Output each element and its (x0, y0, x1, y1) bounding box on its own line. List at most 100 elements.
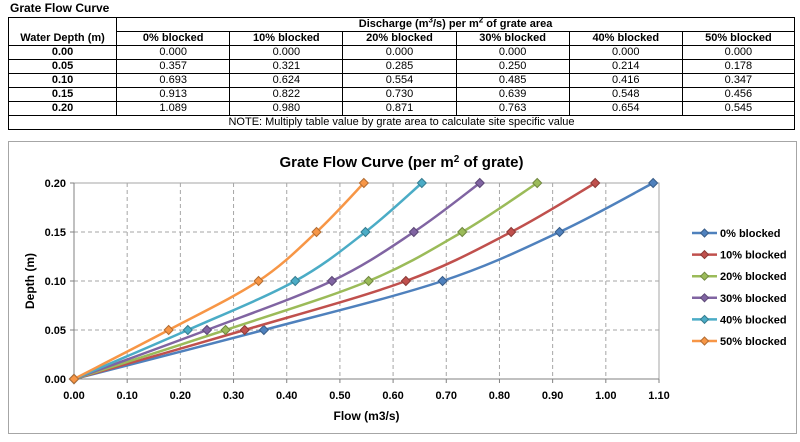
x-tick-label: 1.10 (648, 390, 669, 402)
water-depth-header: Water Depth (m) (7, 17, 118, 46)
data-point-marker (201, 324, 213, 336)
legend: 0% blocked 10% blocked 20% blocked 30% bloc… (692, 228, 787, 348)
y-tick-label: 0.15 (45, 227, 66, 239)
data-point-marker (457, 226, 468, 238)
grate-flow-chart: 0.00 0.10 0.20 0.30 0.40 0.50 0.60 0.70 0.80 0.90… (23, 154, 787, 423)
value-cell-0-2: 0.000 (342, 45, 457, 60)
table-title: Grate Flow Curve (10, 1, 110, 15)
data-point-marker (360, 226, 371, 238)
series-line (72, 181, 655, 381)
grate-flow-table: Water Depth (m) Discharge (m3/s) per m2 … (7, 17, 796, 130)
series-line (72, 181, 482, 381)
discharge-header-sup3: 3 (428, 17, 433, 25)
value-cell-1-3: 0.250 (455, 59, 570, 74)
data-point-marker (253, 275, 264, 287)
value-cell-2-5: 0.347 (681, 73, 796, 88)
data-point-marker (589, 177, 601, 189)
data-point-marker (68, 373, 80, 385)
value-cell-3-2: 0.730 (342, 87, 457, 102)
discharge-header-text: Discharge (m (358, 18, 429, 31)
legend-label: 10% blocked (720, 250, 787, 262)
value-cell-4-5: 0.545 (681, 101, 796, 116)
data-point-marker (437, 275, 448, 287)
series-50-blocked (68, 177, 370, 385)
value-cell-1-4: 0.214 (568, 59, 683, 74)
data-point-marker (258, 324, 270, 336)
legend-item-10-blocked: 10% blocked (692, 250, 787, 262)
x-tick-label: 0.70 (436, 390, 457, 402)
legend-item-0-blocked: 0% blocked (692, 228, 781, 240)
data-point-marker (239, 324, 250, 336)
x-tick-label: 1.00 (595, 390, 616, 402)
legend-item-30-blocked: 30% blocked (692, 293, 787, 305)
x-tick-label: 0.90 (542, 390, 563, 402)
value-cell-1-0: 0.357 (116, 59, 231, 74)
data-point-marker (326, 275, 338, 287)
x-axis-title: Flow (m3/s) (333, 409, 399, 423)
table-row: 0.05 0.357 0.321 0.285 0.250 0.214 0.178 (7, 59, 796, 74)
value-cell-4-2: 0.871 (342, 101, 457, 116)
discharge-header-sup2: 2 (478, 17, 484, 25)
legend-label: 40% blocked (720, 314, 787, 326)
legend-label: 20% blocked (720, 271, 787, 283)
legend-label: 0% blocked (720, 228, 781, 240)
data-point-marker (363, 275, 374, 287)
x-tick-label: 0.60 (382, 390, 403, 402)
table-body: 0.00 0.000 0.000 0.000 0.000 0.000 0.000 0.05 0.… (7, 45, 796, 116)
data-point-marker (554, 226, 565, 238)
value-cell-3-3: 0.639 (455, 87, 570, 102)
data-point-marker (400, 275, 412, 287)
series-line (72, 181, 539, 381)
table-row: 0.10 0.693 0.624 0.554 0.485 0.416 0.347 (7, 73, 796, 88)
discharge-spanning-header: Discharge (m3/s) per m2 of grate area (116, 17, 795, 32)
y-tick-label: 0.05 (45, 325, 66, 337)
discharge-header-text2: /s) per m (432, 18, 479, 31)
legend-marker (699, 249, 710, 260)
water-depth-header-label: Water Depth (m) (20, 32, 105, 44)
depth-cell-0: 0.00 (7, 45, 118, 60)
tick-labels: 0.00 0.10 0.20 0.30 0.40 0.50 0.60 0.70 0.80 0.90… (45, 178, 670, 402)
x-tick-label: 0.30 (223, 390, 244, 402)
col-header-3: 30% blocked (455, 31, 570, 46)
y-tick-label: 0.00 (45, 374, 66, 386)
x-tick-label: 0.40 (276, 390, 297, 402)
col-header-2: 20% blocked (342, 31, 457, 46)
value-cell-4-4: 0.654 (568, 101, 683, 116)
value-cell-0-3: 0.000 (455, 45, 570, 60)
value-cell-3-0: 0.913 (116, 87, 231, 102)
value-cell-2-1: 0.624 (229, 73, 344, 88)
y-tick-label: 0.10 (45, 276, 66, 288)
value-cell-1-1: 0.321 (229, 59, 344, 74)
col-header-4: 40% blocked (568, 31, 683, 46)
series-line (72, 181, 597, 381)
data-point-marker (474, 177, 485, 189)
note-row: NOTE: Multiply table value by grate area… (8, 115, 795, 130)
gridlines (74, 183, 659, 379)
col-header-1: 10% blocked (229, 31, 344, 46)
data-point-marker (358, 177, 370, 189)
depth-cell-4: 0.20 (7, 101, 118, 116)
legend-marker (699, 271, 710, 281)
table-note: NOTE: Multiply table value by grate area… (8, 115, 795, 130)
series-line (72, 181, 424, 381)
value-cell-0-0: 0.000 (116, 45, 231, 60)
data-point-marker (220, 324, 231, 336)
value-cell-0-5: 0.000 (681, 45, 796, 60)
legend-item-20-blocked: 20% blocked (692, 271, 787, 283)
x-tick-label: 0.80 (489, 390, 510, 402)
value-cell-2-3: 0.485 (455, 73, 570, 88)
chart-title: Grate Flow Curve (per m2 of grate) (280, 154, 524, 171)
value-cell-4-0: 1.089 (116, 101, 231, 116)
table-row: 0.15 0.913 0.822 0.730 0.639 0.548 0.456 (7, 87, 796, 102)
y-tick-label: 0.20 (45, 178, 66, 190)
data-point-marker (505, 226, 517, 238)
value-cell-2-4: 0.416 (568, 73, 683, 88)
data-point-marker (647, 177, 659, 189)
value-cell-1-5: 0.178 (681, 59, 796, 74)
value-cell-3-5: 0.456 (681, 87, 796, 102)
value-cell-4-3: 0.763 (455, 101, 570, 116)
value-cell-0-4: 0.000 (568, 45, 683, 60)
value-cell-2-2: 0.554 (342, 73, 457, 88)
data-point-marker (408, 226, 420, 238)
legend-marker (699, 228, 710, 238)
